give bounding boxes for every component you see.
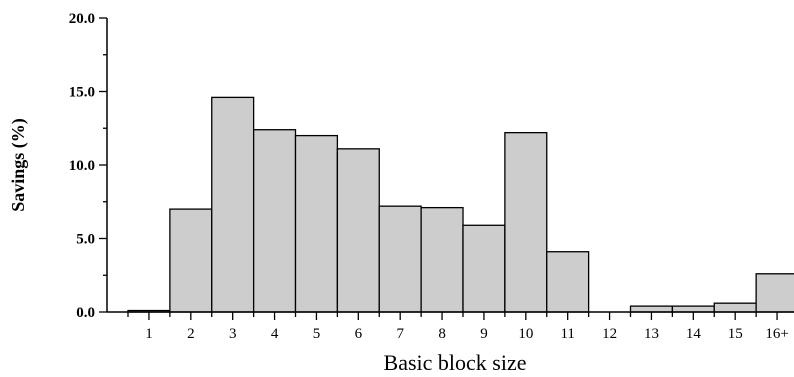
- bar-9: [462, 224, 506, 313]
- bar-16+: [755, 273, 794, 313]
- bar-3: [211, 96, 255, 313]
- x-tick-label: 7: [396, 326, 404, 342]
- x-tick-label: 5: [313, 326, 321, 342]
- bars-group: [127, 96, 794, 313]
- bar-14: [671, 305, 715, 313]
- bar-10: [504, 132, 548, 313]
- bar-4: [252, 129, 297, 313]
- bar-13: [629, 305, 674, 313]
- x-tick-label: 2: [187, 326, 195, 342]
- bar-15: [713, 302, 757, 313]
- x-tick-label: 16+: [765, 326, 788, 342]
- y-tick-label: 5.0: [76, 232, 95, 248]
- x-tick-label: 6: [355, 326, 363, 342]
- bar-6: [336, 148, 380, 313]
- y-tick-label: 10.0: [69, 158, 95, 174]
- x-tick-label: 15: [728, 326, 743, 342]
- x-tick-label: 13: [644, 326, 659, 342]
- y-tick-label: 0.0: [76, 305, 95, 321]
- x-tick-label: 9: [480, 326, 488, 342]
- x-tick-label: 3: [229, 326, 237, 342]
- x-tick-label: 8: [438, 326, 446, 342]
- bar-5: [294, 134, 339, 313]
- x-tick-label: 10: [518, 326, 533, 342]
- bar-8: [420, 206, 464, 313]
- x-tick-label: 14: [686, 326, 702, 342]
- bar-7: [378, 205, 422, 313]
- bar-2: [169, 208, 213, 313]
- x-axis-title: Basic block size: [384, 350, 527, 375]
- y-tick-label: 15.0: [69, 85, 95, 101]
- bar-11: [546, 251, 590, 313]
- x-tick-label: 11: [560, 326, 574, 342]
- x-tick-label: 4: [271, 326, 279, 342]
- ticks-group: 0.05.010.015.020.01 2 3 4 5 6 7 8 9 10 11 12 13 14 15 1…: [69, 11, 789, 342]
- y-tick-label: 20.0: [69, 11, 95, 27]
- x-tick-label: 1: [145, 326, 153, 342]
- x-tick-label: 12: [602, 326, 617, 342]
- y-axis-title: Savings (%): [8, 118, 29, 212]
